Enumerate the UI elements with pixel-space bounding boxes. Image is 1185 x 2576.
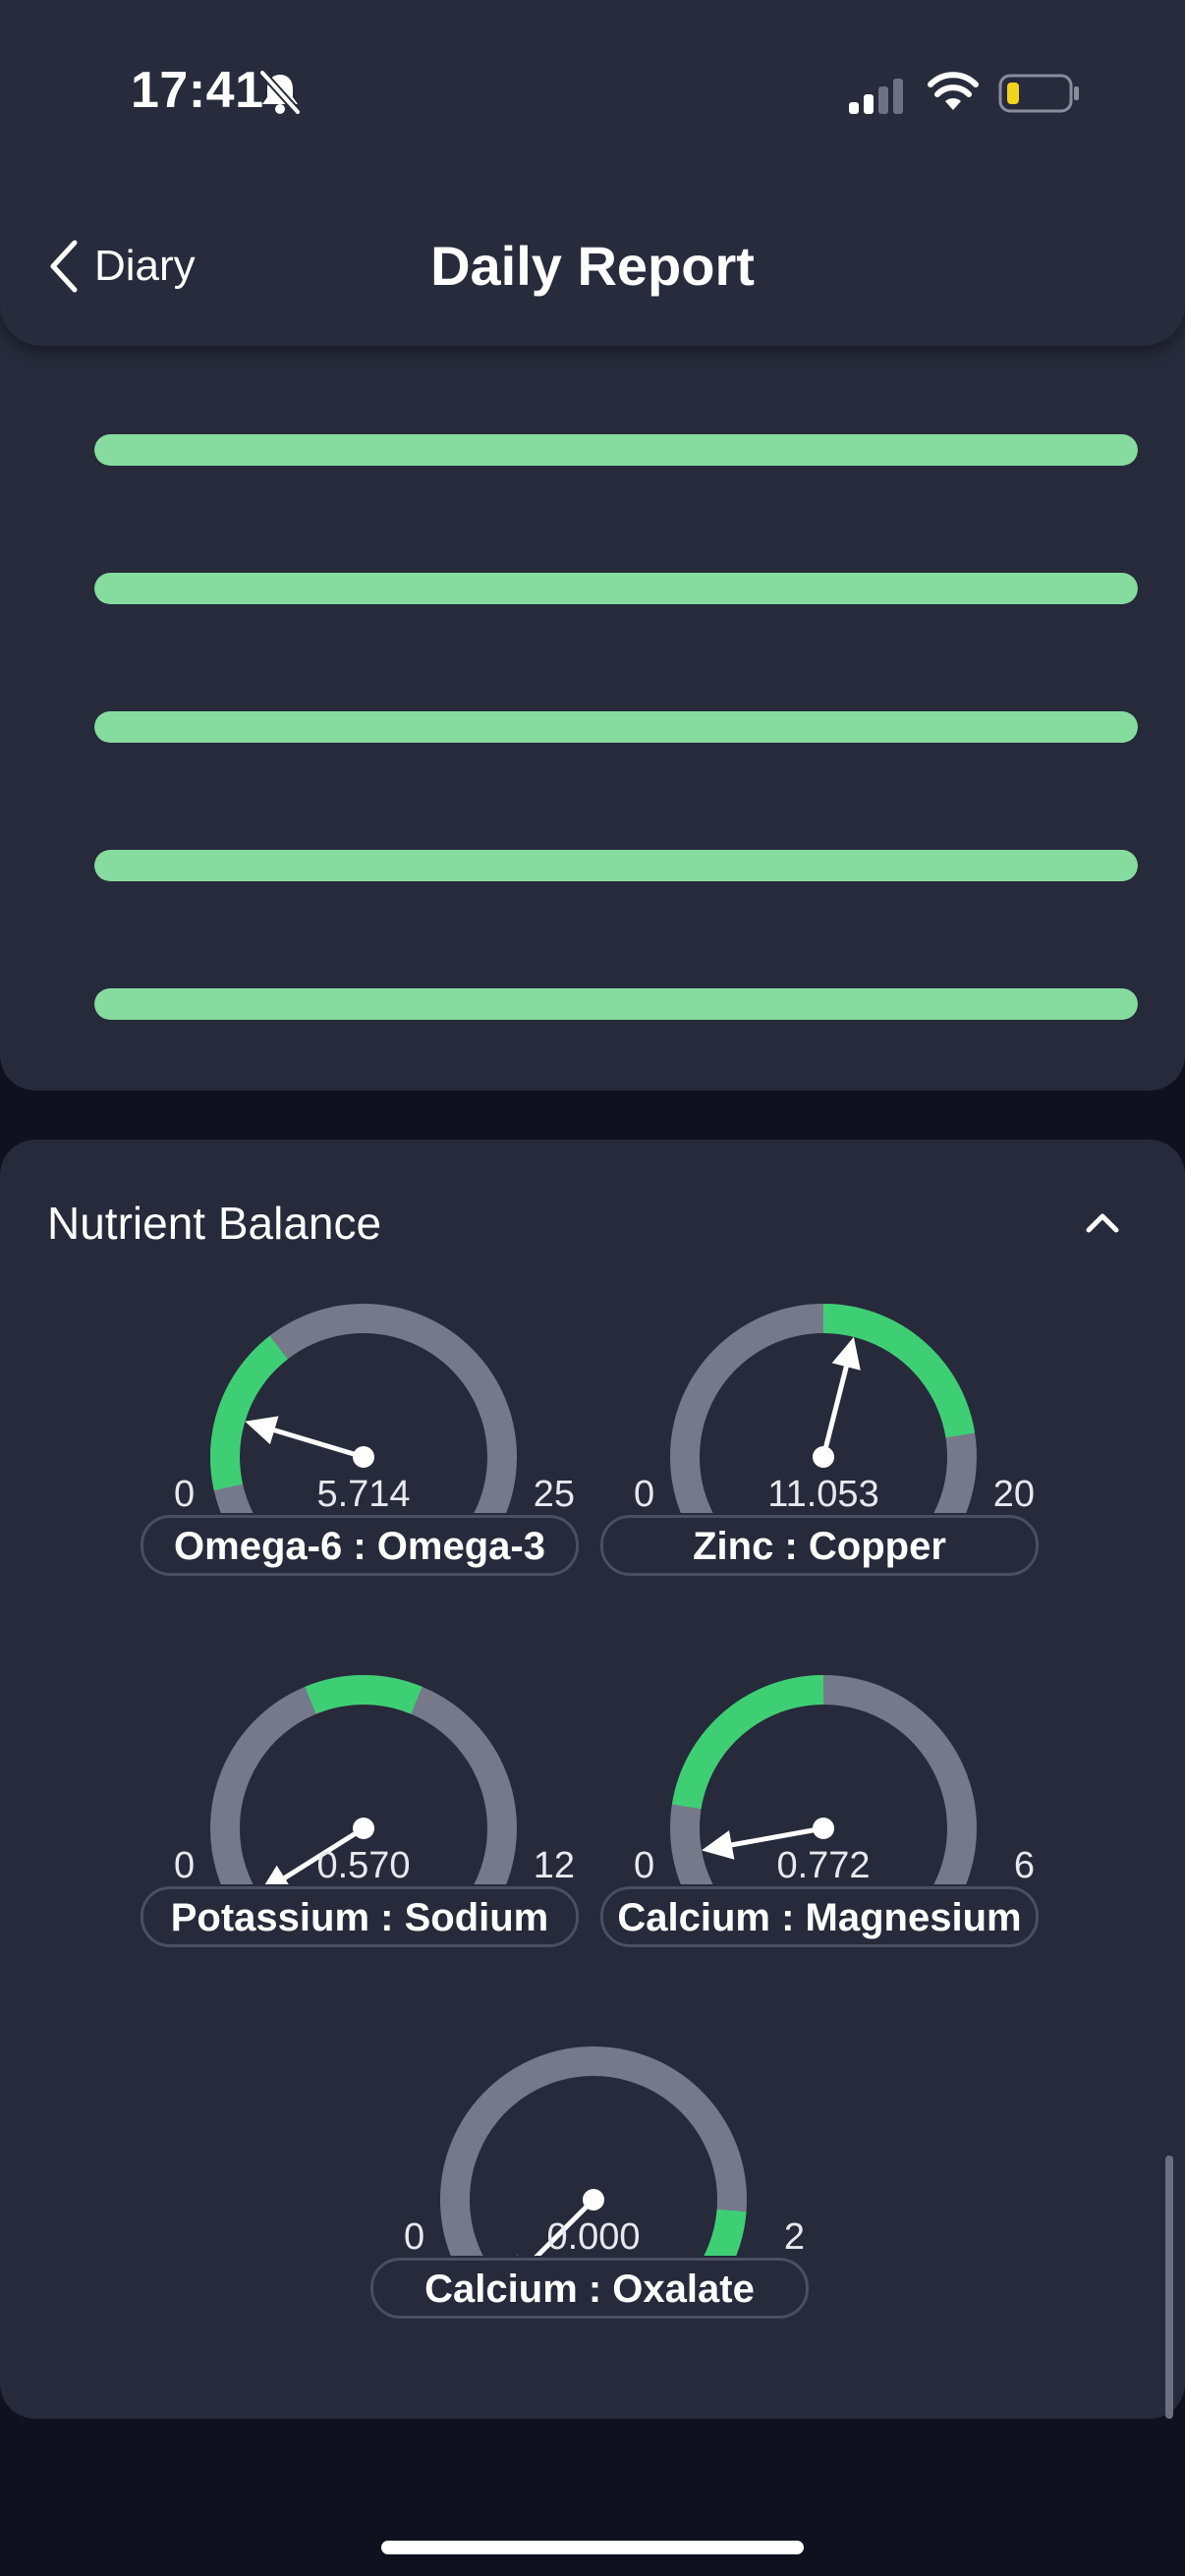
gauge-dial (440, 2046, 747, 2256)
amino-row (94, 383, 1138, 472)
progress-fill (94, 711, 1138, 743)
gauge-hub (813, 1818, 834, 1839)
gauge-target-range (671, 1675, 824, 1810)
ratio-gauge: 0 5.714 25 Omega-6 : Omega-3 (133, 1277, 594, 1592)
gauge-target-range (210, 1335, 289, 1491)
gauge-max-label: 2 (783, 2216, 805, 2258)
gauge-target-range (704, 2209, 747, 2256)
progress-track (94, 434, 1138, 466)
gauge-hub (583, 2189, 604, 2211)
progress-fill (94, 850, 1138, 881)
battery-low-icon (998, 74, 1079, 113)
gauge-value: 11.053 (767, 1474, 879, 1515)
gauge-needle-head (264, 1865, 289, 1884)
gauge-needle (534, 2198, 595, 2256)
gauge-needle-head (702, 1830, 735, 1860)
amino-row (94, 660, 1138, 749)
gauge-min-label: 0 (634, 1845, 655, 1886)
chevron-up-icon[interactable] (1073, 1199, 1132, 1248)
gauge-target-range (822, 1304, 976, 1438)
gauge-max-label: 25 (533, 1474, 575, 1515)
ratio-gauge: 0 11.053 20 Zinc : Copper (592, 1277, 1054, 1592)
gauge-dial (210, 1674, 517, 1884)
gauge-min-label: 0 (634, 1474, 655, 1515)
gauge-needle (282, 1825, 366, 1881)
amino-row (94, 522, 1138, 610)
home-indicator[interactable] (381, 2541, 804, 2554)
gauge-min-label: 0 (404, 2216, 425, 2258)
gauge-needle (820, 1365, 850, 1458)
back-label: Diary (94, 242, 196, 290)
wifi-icon (928, 72, 979, 110)
gauge-ratio-label: Potassium : Sodium (141, 1886, 579, 1947)
gauge-value: 0.570 (316, 1845, 411, 1886)
scrollbar[interactable] (1165, 2156, 1173, 2419)
gauge-min-label: 0 (174, 1845, 196, 1886)
gauge-needle (730, 1825, 824, 1848)
gauge-ratio-label: Omega-6 : Omega-3 (141, 1515, 579, 1576)
bell-muted-icon (259, 70, 301, 115)
top-header: 17:41 Diary Daily Report (0, 0, 1185, 346)
gauge-needle-head (517, 2255, 518, 2256)
section-title: Nutrient Balance (47, 1198, 382, 1249)
progress-track (94, 711, 1138, 743)
gauge-dial (210, 1304, 517, 1513)
back-button[interactable]: Diary (47, 232, 196, 301)
gauge-target-range (305, 1674, 423, 1714)
progress-fill (94, 434, 1138, 466)
ratio-gauge: 0 0.772 6 Calcium : Magnesium (592, 1649, 1054, 1963)
gauge-ratio-label: Calcium : Magnesium (600, 1886, 1039, 1947)
gauge-track (440, 2046, 747, 2256)
gauge-max-label: 12 (533, 1845, 575, 1886)
gauge-needle-head (831, 1336, 861, 1371)
gauge-max-label: 6 (1013, 1845, 1035, 1886)
gauge-value: 0.000 (546, 2216, 641, 2258)
gauge-hub (353, 1818, 374, 1839)
progress-fill (94, 573, 1138, 604)
gauge-needle (272, 1428, 365, 1460)
gauge-dial (670, 1304, 977, 1513)
page-title: Daily Report (430, 235, 755, 297)
gauge-hub (813, 1446, 834, 1468)
gauge-min-label: 0 (174, 1474, 196, 1515)
ratio-gauge: 0 0.000 2 Calcium : Oxalate (363, 2020, 824, 2334)
status-time: 17:41 (131, 62, 264, 119)
amino-row (94, 799, 1138, 887)
progress-track (94, 988, 1138, 1020)
gauge-value: 5.714 (316, 1474, 411, 1515)
gauge-dial (670, 1675, 977, 1884)
progress-track (94, 573, 1138, 604)
gauge-ratio-label: Zinc : Copper (600, 1515, 1039, 1576)
gauge-max-label: 20 (992, 1474, 1035, 1515)
gauge-value: 0.772 (776, 1845, 871, 1886)
ratio-gauge: 0 0.570 12 Potassium : Sodium (133, 1649, 594, 1963)
cellular-signal-icon (849, 79, 903, 114)
amino-row (94, 937, 1138, 1026)
gauge-ratio-label: Calcium : Oxalate (370, 2258, 809, 2319)
gauge-hub (353, 1446, 374, 1468)
progress-fill (94, 988, 1138, 1020)
progress-track (94, 850, 1138, 881)
gauge-needle-head (245, 1416, 279, 1445)
chevron-left-icon (50, 240, 78, 293)
